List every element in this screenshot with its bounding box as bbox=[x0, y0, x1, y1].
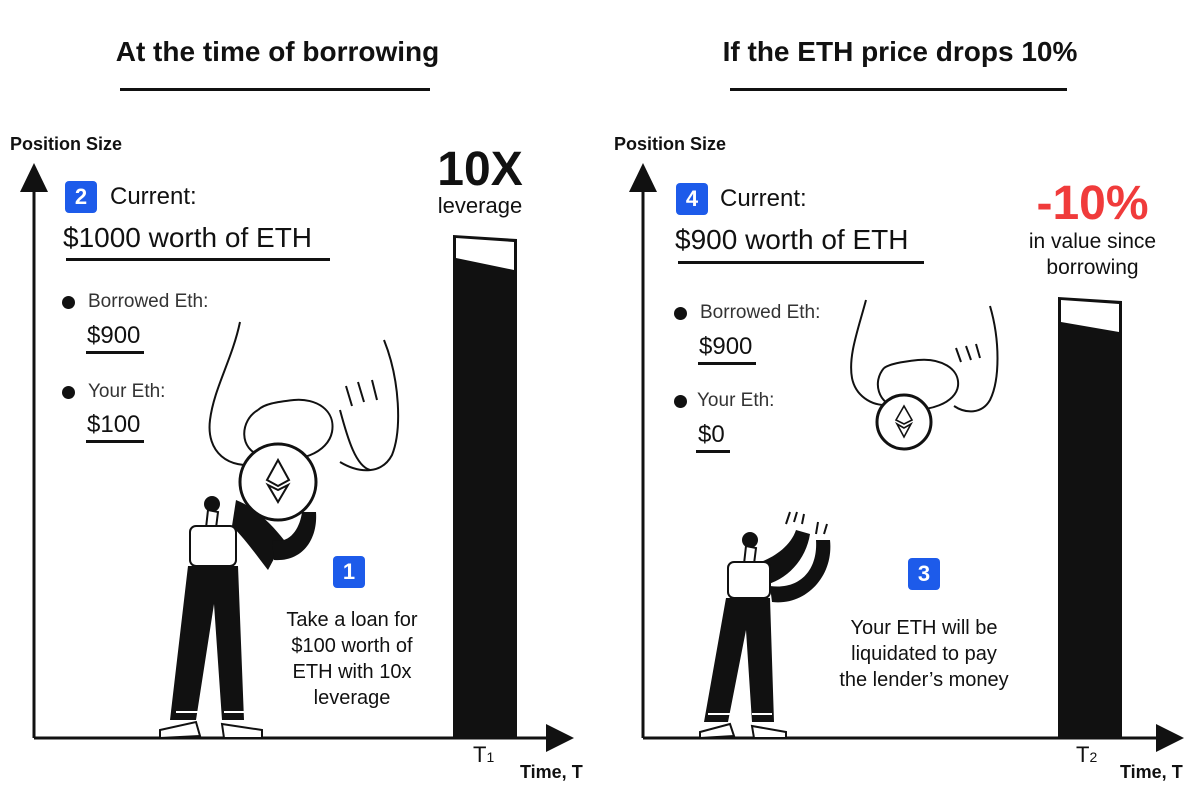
right-y-axis-arrow bbox=[629, 163, 657, 192]
left-y-axis-arrow bbox=[20, 163, 48, 192]
left-step-badge-caption: 1 bbox=[333, 556, 365, 588]
right-current-value: $900 worth of ETH bbox=[675, 224, 909, 255]
right-drop-sub-line: borrowing bbox=[1046, 256, 1139, 279]
right-time-tick-letter: T bbox=[1076, 742, 1090, 767]
left-panel-title: At the time of borrowing bbox=[115, 36, 440, 67]
left-borrowed-bullet bbox=[62, 296, 75, 309]
right-caption-line: Your ETH will be bbox=[850, 617, 998, 639]
left-caption-line: Take a loan for bbox=[286, 609, 418, 631]
right-your-label: Your Eth: bbox=[697, 390, 775, 411]
left-x-axis-arrow bbox=[546, 724, 574, 752]
right-borrowed-value: $900 bbox=[699, 333, 753, 360]
left-current-value: $1000 worth of ETH bbox=[63, 222, 313, 253]
left-x-axis-label: Time, T bbox=[520, 762, 583, 782]
left-your-label: Your Eth: bbox=[88, 381, 166, 402]
right-step-badge-caption: 3 bbox=[908, 558, 940, 590]
right-borrowed-bullet bbox=[674, 307, 687, 320]
right-drop-sub-line: in value since bbox=[1028, 230, 1157, 253]
left-caption-line: $100 worth of bbox=[291, 635, 413, 657]
left-current-underline bbox=[66, 258, 330, 261]
right-x-axis-label: Time, T bbox=[1120, 762, 1183, 782]
right-y-axis-label: Position Size bbox=[614, 134, 727, 154]
right-panel-title: If the ETH price drops 10% bbox=[722, 36, 1078, 67]
left-your-value: $100 bbox=[87, 411, 141, 438]
left-person-illustration bbox=[159, 496, 317, 740]
left-title-underline bbox=[120, 88, 430, 91]
left-caption: Take a loan for $100 worth of ETH with 1… bbox=[268, 607, 436, 711]
right-caption-line: liquidated to pay bbox=[851, 643, 997, 665]
right-your-underline bbox=[696, 450, 730, 453]
right-x-axis-arrow bbox=[1156, 724, 1184, 752]
left-borrowed-value: $900 bbox=[87, 322, 141, 349]
left-step-badge-current: 2 bbox=[65, 181, 97, 213]
left-caption-line: leverage bbox=[313, 687, 391, 709]
right-borrowed-label: Borrowed Eth: bbox=[700, 302, 821, 323]
right-caption-line: the lender’s money bbox=[839, 669, 1009, 691]
left-borrowed-label: Borrowed Eth: bbox=[88, 291, 209, 312]
right-drop-mark: -10% bbox=[1036, 177, 1149, 230]
right-bar-highlight bbox=[1061, 300, 1119, 332]
left-your-underline bbox=[86, 440, 144, 443]
right-time-tick-sub: 2 bbox=[1089, 749, 1098, 765]
left-bar-highlight bbox=[456, 238, 514, 270]
right-time-tick: T2 bbox=[1076, 742, 1097, 768]
right-position-bar bbox=[1058, 297, 1122, 738]
left-borrowed-underline bbox=[86, 351, 144, 354]
left-time-tick-letter: T bbox=[473, 742, 487, 767]
left-y-axis-label: Position Size bbox=[10, 134, 123, 154]
right-borrowed-underline bbox=[698, 362, 756, 365]
left-time-tick: T1 bbox=[473, 742, 494, 768]
left-ethereum-coin-icon bbox=[238, 442, 318, 522]
left-position-bar bbox=[453, 235, 517, 738]
right-drop-sub: in value since borrowing bbox=[1010, 229, 1175, 281]
left-current-label: Current: bbox=[110, 183, 197, 210]
right-current-underline bbox=[678, 261, 924, 264]
right-your-bullet bbox=[674, 395, 687, 408]
right-step-badge-current: 4 bbox=[676, 183, 708, 215]
right-ethereum-coin-icon bbox=[875, 393, 933, 451]
right-title-underline bbox=[730, 88, 1067, 91]
left-your-bullet bbox=[62, 386, 75, 399]
left-time-tick-sub: 1 bbox=[486, 749, 495, 765]
right-current-label: Current: bbox=[720, 185, 807, 212]
left-leverage-mark: 10X bbox=[437, 143, 523, 196]
left-leverage-sub: leverage bbox=[437, 193, 523, 218]
right-person-illustration bbox=[699, 511, 831, 740]
left-hand-illustration bbox=[208, 321, 400, 472]
right-your-value: $0 bbox=[698, 421, 725, 448]
right-caption: Your ETH will be liquidated to pay the l… bbox=[818, 615, 1030, 693]
right-hand-illustration bbox=[850, 299, 999, 413]
left-caption-line: ETH with 10x bbox=[292, 661, 412, 683]
